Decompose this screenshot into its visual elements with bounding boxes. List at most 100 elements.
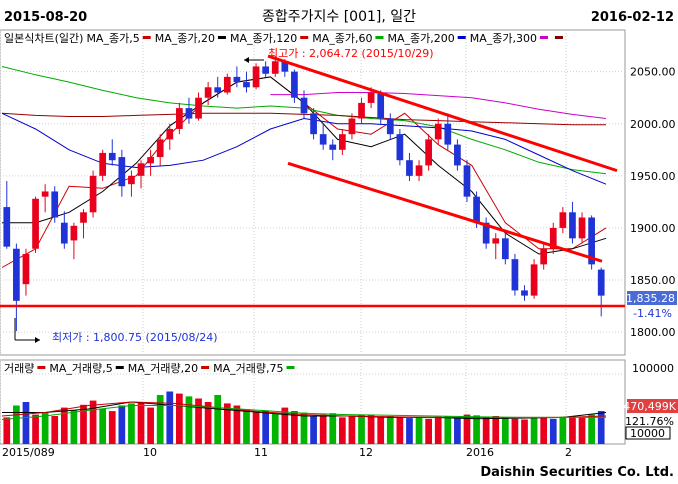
candles	[3, 56, 605, 332]
volume-bar	[137, 402, 145, 444]
candle	[358, 97, 365, 124]
legend-text: 일본식차트(일간)	[4, 31, 83, 45]
volume-bar	[80, 404, 87, 444]
volume-bar	[128, 403, 135, 444]
legend-text: MA_종가,60	[312, 32, 372, 45]
candle	[511, 253, 519, 296]
volume-bar	[233, 405, 241, 444]
candle	[156, 134, 164, 166]
volume-bar	[549, 418, 557, 444]
volume-bar	[501, 417, 509, 444]
volume-bar	[434, 416, 442, 444]
volume-bar	[396, 417, 404, 444]
candle	[300, 90, 308, 119]
price-axis-ticks: 1800.00 1850.00 1900.00 1950.00 2000.00 2050.…	[630, 66, 676, 339]
volume-bar	[358, 414, 365, 444]
candle	[396, 128, 404, 166]
legend-text: MA_종가,300	[470, 32, 537, 45]
volume-legend-item: MA_거래량,20	[128, 362, 210, 375]
volume-bar	[511, 418, 519, 444]
volume-bar	[559, 416, 567, 444]
legend-swatch	[554, 36, 563, 39]
volume-bar	[252, 412, 260, 444]
date-tick-label: 12	[359, 446, 373, 459]
legend-text: MA_종가,5	[86, 32, 139, 45]
price-legend-item: MA_종가,200	[387, 32, 466, 45]
price-tick-label: 1800.00	[630, 326, 676, 339]
candle	[195, 92, 202, 121]
candle	[521, 285, 528, 301]
price-legend: 일본식차트(일간) MA_종가,5 MA_종가,20 MA_종가,120 MA_종가,6…	[4, 31, 563, 45]
volume-bar	[300, 412, 308, 444]
brand-footer: Daishin Securities Co. Ltd.	[480, 465, 674, 480]
candle	[348, 113, 356, 140]
legend-text: MA_거래량,75	[213, 362, 283, 375]
candle	[32, 196, 39, 253]
volume-bar	[60, 407, 68, 444]
volume-bar	[578, 417, 586, 444]
volume-bar	[89, 400, 97, 444]
candle	[204, 82, 212, 105]
last-volume-badge	[627, 399, 678, 413]
volume-bar	[473, 415, 480, 444]
candle	[243, 71, 250, 93]
end-date: 2016-02-12	[591, 10, 674, 25]
date-tick-label: 2015/089	[2, 446, 55, 459]
volume-bar	[338, 417, 346, 444]
volume-bar	[281, 407, 289, 444]
volume-bar	[444, 416, 452, 444]
volume-bar	[166, 391, 174, 444]
candle	[252, 63, 260, 90]
volume-legend-item: MA_거래량,5	[49, 362, 124, 375]
volume-bar	[569, 416, 576, 444]
volume-bar	[223, 403, 231, 444]
volume-bar	[13, 405, 20, 444]
price-legend-item: MA_종가,300	[470, 32, 548, 45]
candle	[549, 222, 557, 254]
price-tick-label: 2050.00	[630, 66, 676, 79]
candle	[434, 118, 442, 145]
price-legend-item: MA_종가,60	[312, 32, 384, 45]
volume-bar	[99, 409, 107, 444]
price-tick-label: 1950.00	[630, 170, 676, 183]
volume-bar	[386, 416, 394, 444]
volume-bar	[415, 417, 423, 444]
volume-bar	[185, 396, 193, 444]
volume-bar	[118, 405, 126, 444]
price-panel	[0, 29, 626, 356]
price-legend-item	[554, 36, 563, 39]
candle	[406, 152, 413, 182]
candle	[176, 102, 183, 135]
candle	[463, 160, 471, 202]
candle	[386, 113, 394, 140]
volume-bar	[482, 416, 490, 444]
price-legend-item: MA_종가,20	[155, 32, 226, 45]
volume-bar	[463, 414, 471, 444]
candle	[262, 61, 270, 77]
volume-bar	[348, 416, 356, 444]
price-tick-label: 2000.00	[630, 118, 676, 131]
volume-bars	[3, 391, 605, 444]
volume-bar	[243, 409, 250, 444]
date-tick-label: 2	[565, 446, 572, 459]
high-label: 최고가 : 2,064.72 (2015/10/29)	[268, 47, 434, 60]
volume-bar	[22, 402, 30, 444]
volume-bar	[425, 418, 432, 444]
volume-bar	[521, 419, 528, 444]
low-label: 최저가 : 1,800.75 (2015/08/24)	[52, 331, 218, 344]
candle	[415, 160, 423, 182]
candle	[329, 139, 337, 161]
volume-bar	[70, 410, 78, 444]
candle	[3, 181, 11, 249]
volume-bar	[319, 414, 327, 444]
volume-legend: 거래량 MA_거래량,5 MA_거래량,20 MA_거래량,75	[4, 362, 295, 375]
price-legend-item: MA_종가,5	[86, 32, 151, 45]
candle	[128, 170, 135, 197]
legend-swatch	[286, 366, 295, 369]
date-axis: 2015/089 10 11 12 2016 2	[2, 446, 572, 459]
volume-legend-item: 거래량	[4, 362, 46, 375]
candle	[147, 149, 154, 176]
legend-text: MA_거래량,20	[128, 362, 198, 375]
candle	[223, 73, 231, 95]
